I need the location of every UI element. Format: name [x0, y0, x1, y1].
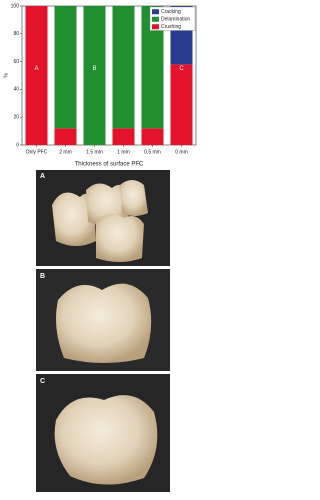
- chart: 0 20 40 60 80 100% Thickness of surface PFC Onl…: [3, 3, 197, 168]
- bar-segment: [25, 6, 48, 145]
- panel-label: C: [40, 378, 45, 385]
- legend-label: Cracking: [161, 9, 181, 15]
- plot-frame: [21, 5, 197, 146]
- x-tick-label: 1 mm: [117, 149, 130, 155]
- y-tick-label: 0: [16, 142, 19, 148]
- bar-segment: [170, 64, 193, 145]
- x-tick-label: 0.5 mm: [144, 149, 161, 155]
- x-tick-label: 2 mm: [59, 149, 72, 155]
- legend-box: [149, 6, 196, 31]
- panel-label: B: [40, 273, 45, 280]
- legend-swatch: [152, 16, 159, 22]
- x-tick-label: Only PFC: [26, 149, 48, 155]
- tooth: [86, 183, 130, 226]
- tooth: [52, 192, 96, 246]
- legend-swatch: [152, 24, 159, 30]
- bar-annotation: B: [92, 66, 96, 72]
- figure: 0 20 40 60 80 100% Thickness of surface PFC Onl…: [3, 3, 197, 492]
- tooth: [120, 180, 148, 216]
- bar-annotation: C: [179, 66, 184, 72]
- bar-segment: [141, 128, 164, 145]
- tooth: [56, 283, 152, 363]
- bar-segment: [112, 128, 135, 145]
- bar-annotation: A: [34, 66, 38, 72]
- legend-label: Crushing: [161, 24, 181, 30]
- y-tick-label: 40: [13, 87, 19, 93]
- tooth: [96, 213, 144, 262]
- bar-segment: [112, 6, 135, 129]
- photo-panels: A B C: [36, 170, 170, 492]
- x-tick-label: 1.5 mm: [86, 149, 103, 155]
- bar-segment: [54, 6, 77, 129]
- legend-swatch: [152, 9, 159, 15]
- panel-label: A: [40, 173, 45, 180]
- y-axis-title: %: [3, 73, 9, 78]
- legend-label: Delamination: [161, 17, 190, 23]
- bar-segment: [83, 6, 106, 145]
- y-tick-label: 20: [13, 115, 19, 121]
- bar-segment: [54, 128, 77, 145]
- x-tick-label: 0 mm: [175, 149, 188, 155]
- bar-segment: [141, 6, 164, 129]
- x-axis-title: Thickness of surface PFC: [75, 162, 144, 168]
- y-tick-label: 80: [13, 31, 19, 37]
- tooth: [54, 395, 158, 485]
- y-tick-label: 100: [11, 3, 20, 9]
- y-tick-label: 60: [13, 59, 19, 65]
